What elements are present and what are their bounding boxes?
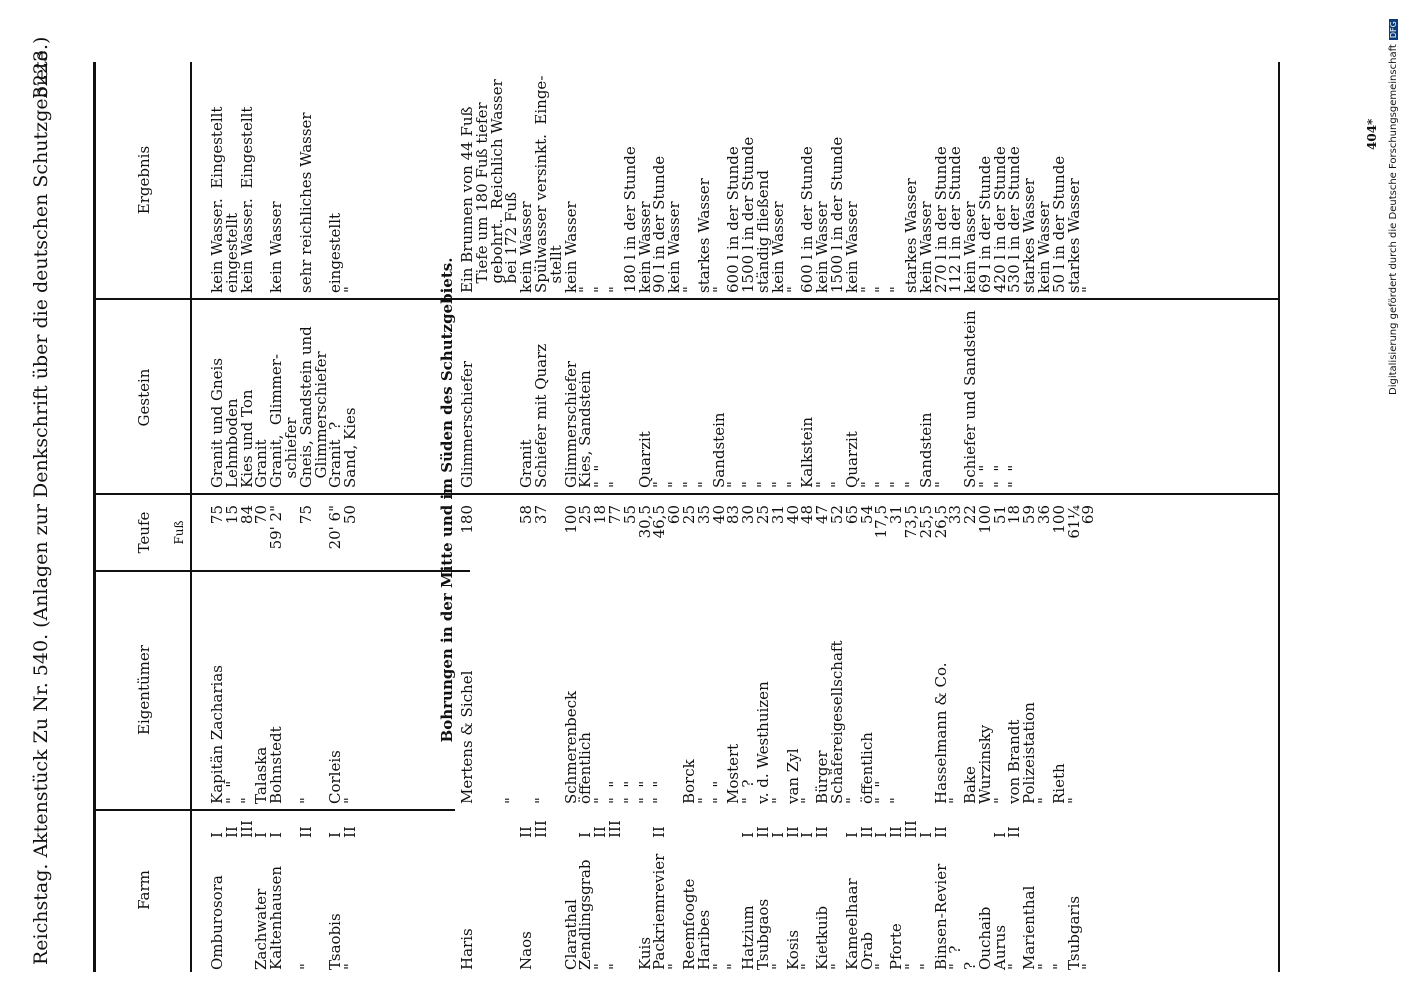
credit-text: Digitalisierung gefördert durch die Deut… (1388, 44, 1399, 395)
table-bottom-rule (1278, 62, 1280, 972)
section1-farm-column: Omburosora Zachwater Kaltenhausen " Tsao… (208, 865, 360, 970)
section1-teufe-column: 75 15 84 70 59' 2" 75 20' 6" 50 (208, 505, 360, 550)
section2-farm-column: Haris Naos Clarathal Zendlingsgrab " " K… (458, 853, 1098, 970)
section1-ergebnis-column: kein Wasser. Eingestellt eingestellt kei… (208, 106, 360, 293)
header-page-number: 3223 (30, 50, 52, 99)
section1-gestein-column: Granit und Gneis Lehmboden Kies und Ton … (208, 326, 360, 488)
section2-gestein-column: Glimmerschiefer Granit Schiefer mit Quar… (458, 310, 1024, 488)
col-header-gestein: Gestein (135, 368, 153, 427)
col-divider-1 (95, 809, 455, 811)
header-title: Reichstag. Aktenstück Zu Nr. 540. (Anlag… (30, 36, 52, 965)
col-header-teufe-unit: Fuß (172, 520, 186, 545)
col-divider-2 (95, 570, 470, 572)
dfg-logo: DFG (1389, 19, 1398, 41)
section1-number-column: I II III I I II I II (208, 820, 360, 838)
col-header-eigentuemer: Eigentümer (135, 645, 153, 735)
col-header-teufe: Teufe (135, 511, 153, 554)
page-header: Reichstag. Aktenstück Zu Nr. 540. (Anlag… (30, 37, 58, 965)
section-title: Bohrungen in der Mitte und im Süden des … (438, 257, 456, 743)
header-bottom-rule (190, 62, 192, 972)
digitization-credit: Digitalisierung gefördert durch die Deut… (1388, 19, 1399, 395)
col-header-ergebnis: Ergebnis (135, 145, 153, 215)
section2-number-column: II III I II III II I II I II I II I II I… (517, 820, 1024, 838)
section2-ergebnis-column: Ein Brunnen von 44 Fuß Tiefe um 180 Fuß … (458, 75, 1098, 293)
section2-owner-column: Mertens & Sichel " " Schmerenbeck öffent… (458, 640, 1083, 804)
printed-page-number: 404* (1365, 118, 1379, 150)
section2-teufe-column: 180 58 37 100 25 18 77 55 30,5 46,5 60 2… (458, 505, 1098, 539)
table-top-rule (93, 62, 96, 972)
section1-owner-column: Kapitän Zacharias " " " Talaska Bohnsted… (208, 665, 360, 804)
col-divider-3 (95, 493, 1280, 495)
col-divider-4 (95, 298, 1280, 300)
col-header-farm: Farm (135, 870, 153, 910)
